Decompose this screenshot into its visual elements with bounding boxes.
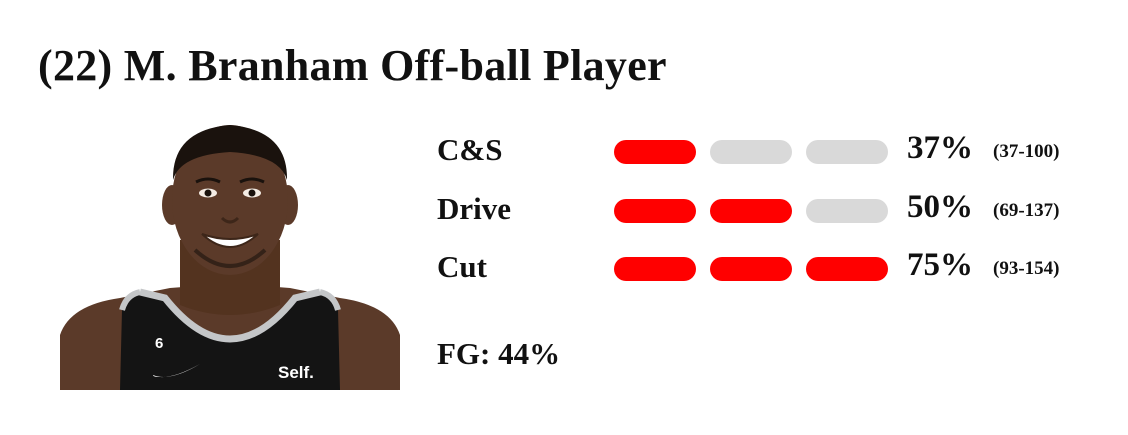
stat-pill xyxy=(614,140,696,164)
fg-percentage: FG: 44% xyxy=(437,336,561,371)
stat-pill xyxy=(710,257,792,281)
stat-pill xyxy=(710,140,792,164)
page-title: (22) M. Branham Off-ball Player xyxy=(38,41,667,90)
stat-range: (37-100) xyxy=(993,141,1060,162)
stat-percent: 75% xyxy=(907,247,973,283)
stat-pill xyxy=(806,199,888,223)
stat-row-cs: C&S 37% (37-100) xyxy=(437,130,1097,170)
stat-pill xyxy=(614,199,696,223)
jersey-trim xyxy=(139,288,321,343)
player-hair xyxy=(172,125,288,180)
stat-percent: 37% xyxy=(907,130,973,166)
player-photo: 6 Self. xyxy=(60,125,400,390)
stat-label: C&S xyxy=(437,132,503,167)
stat-range: (93-154) xyxy=(993,258,1060,279)
player-head xyxy=(172,125,288,275)
stat-label: Drive xyxy=(437,191,512,226)
stat-pill xyxy=(806,257,888,281)
stat-pill xyxy=(710,199,792,223)
jersey-number: 6 xyxy=(155,335,163,352)
stat-row-cut: Cut 75% (93-154) xyxy=(437,247,1097,287)
stat-range: (69-137) xyxy=(993,200,1060,221)
stat-label: Cut xyxy=(437,249,487,284)
player-smile xyxy=(201,233,259,248)
stat-percent: 50% xyxy=(907,189,973,225)
stat-pill xyxy=(614,257,696,281)
jersey-sponsor: Self. xyxy=(278,363,314,382)
stat-row-drive: Drive 50% (69-137) xyxy=(437,189,1097,229)
stat-pill xyxy=(806,140,888,164)
